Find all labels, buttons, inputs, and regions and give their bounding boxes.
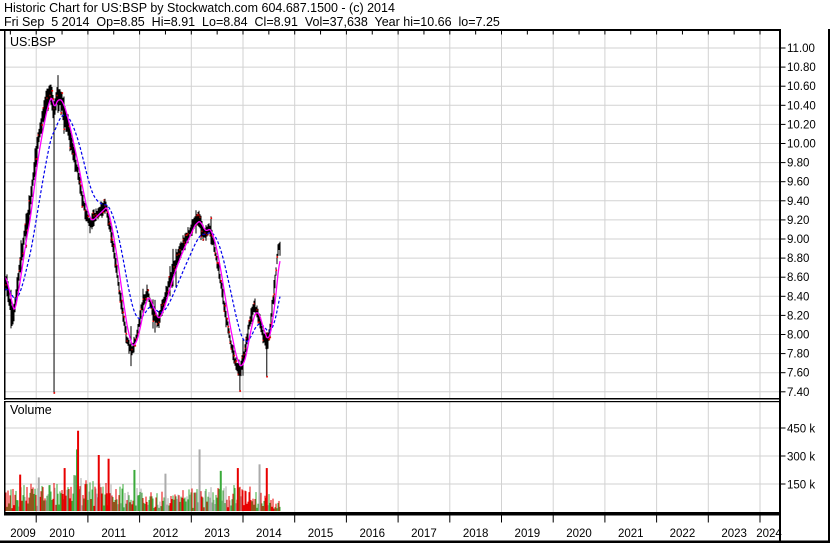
axis-label: 2015 <box>308 528 334 540</box>
volume-bars <box>5 430 281 511</box>
volume-axis-labels: 450 k 300 k 150 k <box>781 424 815 492</box>
axis-label: 150 k <box>787 480 815 492</box>
year-axis-labels: 2009 2010 2011 2012 2013 2014 2015 2016 2017 2018… <box>10 528 782 540</box>
chart-title: Historic Chart for US:BSP by Stockwatch.… <box>4 1 395 15</box>
axis-label: 10.00 <box>787 139 816 151</box>
axis-label: 8.60 <box>787 272 809 284</box>
axis-label: 2012 <box>153 528 179 540</box>
axis-label: 2021 <box>618 528 644 540</box>
axis-label: 10.40 <box>787 100 816 112</box>
volume-panel-label: Volume <box>10 403 52 417</box>
axis-label: 2018 <box>463 528 489 540</box>
axis-label: 10.20 <box>787 119 816 131</box>
axis-label: 2024 <box>756 528 782 540</box>
candlesticks <box>5 75 281 394</box>
symbol-label: US:BSP <box>10 35 56 49</box>
quote-summary-line: Fri Sep 5 2014 Op=8.85 Hi=8.91 Lo=8.84 C… <box>4 15 500 29</box>
axis-label: 9.80 <box>787 158 809 170</box>
axis-label: 2010 <box>49 528 75 540</box>
axis-label: 7.40 <box>787 387 809 399</box>
axis-label: 2022 <box>670 528 696 540</box>
frame-borders <box>0 29 830 543</box>
axis-label: 7.80 <box>787 349 809 361</box>
axis-label: 9.40 <box>787 196 809 208</box>
axis-label: 2020 <box>566 528 592 540</box>
axis-label: 2011 <box>101 528 126 540</box>
axis-label: 2019 <box>515 528 541 540</box>
axis-label: 2013 <box>204 528 230 540</box>
axis-label: 9.00 <box>787 234 809 246</box>
axis-label: 10.60 <box>787 81 816 93</box>
axis-label: 8.00 <box>787 330 809 342</box>
axis-label: 300 k <box>787 452 815 464</box>
axis-label: 8.40 <box>787 291 809 303</box>
axis-label: 11.00 <box>787 43 815 55</box>
ma-fast-line <box>4 97 281 367</box>
axis-label: 8.80 <box>787 253 809 265</box>
axis-label: 9.20 <box>787 215 809 227</box>
axis-label: 2017 <box>411 528 437 540</box>
axis-label: 2009 <box>10 528 36 540</box>
axis-label: 450 k <box>787 424 815 436</box>
axis-label: 2016 <box>359 528 385 540</box>
axis-label: 7.60 <box>787 368 809 380</box>
axis-label: 2023 <box>721 528 747 540</box>
axis-label: 2014 <box>256 528 282 540</box>
axis-label: 9.60 <box>787 177 809 189</box>
price-axis-labels: 11.00 10.80 10.60 10.40 10.20 10.00 9.80 9.60 9.… <box>781 43 816 399</box>
gridlines <box>5 31 779 512</box>
axis-label: 10.80 <box>787 62 816 74</box>
axis-label: 8.20 <box>787 310 809 322</box>
